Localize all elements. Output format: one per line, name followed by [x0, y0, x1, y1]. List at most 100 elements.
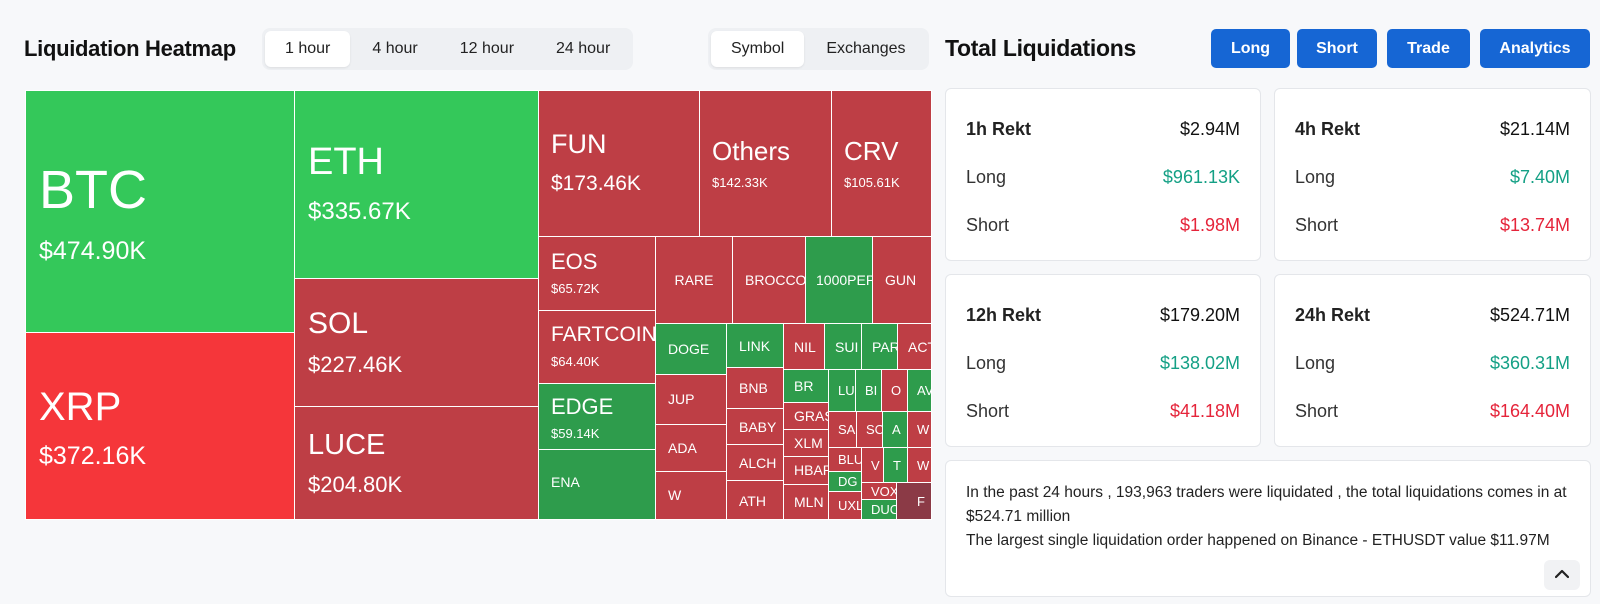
tile-eth[interactable]: ETH $335.67K: [294, 90, 539, 279]
stat-title: 12h Rekt: [966, 305, 1042, 325]
heatmap-title: Liquidation Heatmap: [24, 36, 236, 61]
tile-btc[interactable]: BTC $474.90K: [25, 90, 295, 333]
tile-a[interactable]: A: [882, 411, 908, 448]
timeframe-12h[interactable]: 12 hour: [459, 40, 515, 57]
tile-symbol: SC: [866, 422, 883, 437]
tile-w-small[interactable]: W: [907, 411, 932, 448]
tile-ena[interactable]: ENA: [538, 449, 656, 520]
tile-fun[interactable]: FUN $173.46K: [538, 90, 700, 237]
stat-card-12h: 12h Rekt $179.20M Long $138.02M Short $4…: [945, 274, 1261, 447]
tile-symbol: SUI: [835, 339, 859, 355]
tile-grass[interactable]: GRASS: [783, 402, 829, 430]
tile-alch[interactable]: ALCH: [726, 444, 784, 481]
tile-xlm[interactable]: XLM: [783, 429, 829, 457]
tile-others[interactable]: Others $142.33K: [699, 90, 832, 237]
tile-lu[interactable]: LU: [828, 369, 856, 412]
tile-symbol: W: [917, 458, 930, 473]
stat-short-row: Short $13.74M: [1295, 215, 1570, 236]
tile-symbol: O: [891, 383, 902, 398]
tile-sui[interactable]: SUI: [824, 323, 862, 370]
tile-symbol: AV: [917, 383, 932, 398]
tile-baby[interactable]: BABY: [726, 408, 784, 445]
tile-symbol: BTC: [39, 160, 147, 220]
view-exchanges[interactable]: Exchanges: [826, 40, 906, 57]
tile-symbol: CRV: [844, 136, 899, 166]
tile-doge[interactable]: DOGE: [655, 323, 727, 375]
tile-crv[interactable]: CRV $105.61K: [831, 90, 932, 237]
tile-ada[interactable]: ADA: [655, 424, 727, 472]
tile-value: $105.61K: [844, 175, 900, 190]
tile-br[interactable]: BR: [783, 369, 829, 403]
timeframe-24h[interactable]: 24 hour: [556, 40, 611, 57]
tile-par[interactable]: PAR: [861, 323, 898, 370]
tile-symbol: HBAR: [794, 462, 828, 478]
scroll-top-button[interactable]: [1544, 560, 1580, 590]
tile-symbol: DG: [838, 474, 858, 489]
tile-symbol: NIL: [794, 339, 816, 355]
tile-act[interactable]: ACT: [897, 323, 932, 370]
stat-header: 24h Rekt $524.71M: [1295, 305, 1570, 326]
short-button[interactable]: Short: [1297, 29, 1377, 68]
tile-edge[interactable]: EDGE $59.14K: [538, 383, 656, 450]
tile-jup[interactable]: JUP: [655, 374, 727, 425]
tile-av[interactable]: AV: [907, 369, 932, 412]
tile-voxe[interactable]: VOXE: [861, 482, 897, 500]
tile-bi[interactable]: BI: [855, 369, 882, 412]
liquidation-heatmap: BTC $474.90K XRP $372.16K ETH $335.67K S…: [25, 90, 932, 520]
tile-ath[interactable]: ATH: [726, 480, 784, 520]
tile-sc[interactable]: SC: [856, 411, 883, 448]
stat-total: $524.71M: [1489, 305, 1570, 325]
tile-eos[interactable]: EOS $65.72K: [538, 236, 656, 311]
tile-blu[interactable]: BLU: [828, 447, 862, 472]
tile-hbar[interactable]: HBAR: [783, 456, 829, 485]
tile-bnb[interactable]: BNB: [726, 367, 784, 409]
tile-symbol: MLN: [794, 494, 824, 510]
tile-dg[interactable]: DG: [828, 471, 862, 492]
stat-card-1h: 1h Rekt $2.94M Long $961.13K Short $1.98…: [945, 88, 1261, 261]
tile-symbol: UXL: [838, 498, 862, 513]
tile-symbol: XLM: [794, 435, 823, 451]
short-label: Short: [1295, 401, 1339, 421]
tile-1000pepe[interactable]: 1000PEPE: [805, 236, 873, 324]
timeframe-1h[interactable]: 1 hour: [265, 31, 351, 67]
tile-fartcoin[interactable]: FARTCOIN $64.40K: [538, 310, 656, 384]
tile-value: $64.40K: [551, 354, 600, 369]
tile-f[interactable]: F: [896, 482, 932, 520]
trade-button[interactable]: Trade: [1387, 29, 1470, 68]
short-label: Short: [1295, 215, 1339, 235]
stat-long-row: Long $7.40M: [1295, 167, 1570, 188]
stat-short-row: Short $164.40M: [1295, 401, 1570, 422]
tile-rare[interactable]: RARE: [655, 236, 733, 324]
tile-v[interactable]: V: [861, 447, 884, 483]
tile-o[interactable]: O: [881, 369, 908, 412]
timeframe-4h[interactable]: 4 hour: [372, 40, 418, 57]
tile-xrp[interactable]: XRP $372.16K: [25, 332, 295, 520]
summary-line-1: In the past 24 hours , 193,963 traders w…: [966, 484, 1567, 525]
tile-symbol: ACT: [908, 339, 931, 355]
tile-uxl[interactable]: UXL: [828, 491, 862, 520]
tile-nil[interactable]: NIL: [783, 323, 825, 370]
tile-broccoli[interactable]: BROCCOLI: [732, 236, 806, 324]
stat-long-row: Long $961.13K: [966, 167, 1240, 188]
stat-title: 4h Rekt: [1295, 119, 1361, 139]
tile-link[interactable]: LINK: [726, 323, 784, 368]
tile-t[interactable]: T: [883, 447, 908, 483]
stat-header: 1h Rekt $2.94M: [966, 119, 1240, 140]
tile-sa[interactable]: SA: [828, 411, 857, 448]
analytics-button[interactable]: Analytics: [1480, 29, 1590, 68]
tile-luce[interactable]: LUCE $204.80K: [294, 406, 539, 520]
long-value: $138.02M: [1159, 353, 1240, 373]
tile-mln[interactable]: MLN: [783, 484, 829, 520]
tile-symbol: Others: [712, 136, 791, 166]
long-label: Long: [966, 167, 1007, 187]
tile-sol[interactable]: SOL $227.46K: [294, 278, 539, 407]
tile-w-tiny[interactable]: W: [907, 447, 932, 483]
tile-symbol: A: [892, 422, 901, 437]
tile-gun[interactable]: GUN: [872, 236, 932, 324]
tile-w[interactable]: W: [655, 471, 727, 520]
tile-symbol: ETH: [308, 141, 384, 183]
view-symbol[interactable]: Symbol: [711, 31, 805, 67]
long-button[interactable]: Long: [1211, 29, 1290, 68]
tile-duc[interactable]: DUC: [861, 499, 897, 520]
tile-value: $335.67K: [308, 198, 411, 225]
